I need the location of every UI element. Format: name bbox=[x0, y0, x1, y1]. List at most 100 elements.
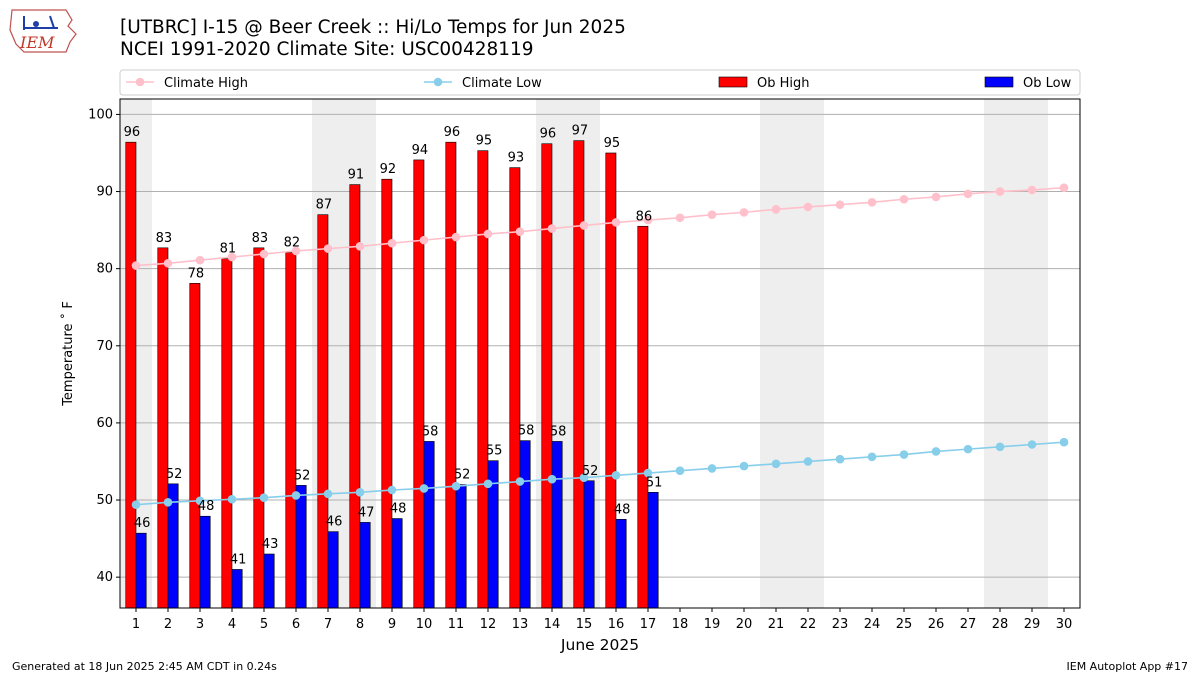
y-tick-label: 80 bbox=[96, 262, 113, 277]
climate-low-point bbox=[835, 454, 845, 464]
ob-low-label: 46 bbox=[134, 516, 151, 531]
ob-high-bar bbox=[125, 141, 137, 609]
ob-high-label: 93 bbox=[508, 151, 525, 166]
ob-high-label: 78 bbox=[188, 266, 205, 281]
logo-text: IEM bbox=[19, 33, 55, 52]
climate-low-point bbox=[803, 457, 813, 466]
x-tick-label: 10 bbox=[416, 617, 433, 632]
climate-low-point bbox=[995, 442, 1005, 452]
ob-low-bar bbox=[615, 519, 627, 609]
x-axis-label: June 2025 bbox=[560, 636, 639, 654]
climate-high-point bbox=[643, 215, 653, 225]
x-tick-label: 29 bbox=[1024, 617, 1041, 632]
climate-low-line bbox=[135, 441, 1065, 506]
climate-high-point bbox=[675, 213, 685, 223]
climate-high-point bbox=[387, 238, 397, 248]
climate-low-point bbox=[355, 488, 365, 497]
legend-ob-high-swatch bbox=[718, 76, 748, 88]
ob-low-bar bbox=[455, 484, 467, 609]
ob-low-bar bbox=[423, 441, 435, 609]
climate-low-point bbox=[483, 479, 493, 489]
climate-high-point bbox=[547, 224, 557, 233]
climate-high-point bbox=[707, 210, 717, 219]
x-tick-label: 13 bbox=[512, 617, 529, 632]
x-tick-label: 27 bbox=[960, 617, 977, 632]
x-tick-label: 25 bbox=[896, 617, 913, 632]
climate-high-point bbox=[323, 244, 333, 253]
climate-low-point bbox=[387, 485, 397, 495]
ob-low-label: 43 bbox=[262, 537, 279, 552]
climate-high-point bbox=[899, 194, 909, 204]
y-axis-label: Temperature ˚ F bbox=[60, 301, 76, 407]
y-tick-label: 40 bbox=[96, 570, 113, 585]
climate-low-point bbox=[259, 493, 269, 503]
climate-low-point bbox=[291, 491, 301, 500]
ob-low-bar bbox=[327, 531, 339, 609]
x-tick-label: 5 bbox=[260, 617, 268, 632]
climate-low-point bbox=[1059, 437, 1069, 447]
legend-ob-low-swatch bbox=[984, 76, 1014, 88]
climate-high-point bbox=[931, 192, 941, 202]
climate-low-point bbox=[675, 466, 685, 476]
x-tick-label: 7 bbox=[324, 617, 332, 632]
ob-low-label: 58 bbox=[422, 424, 439, 439]
ob-low-bar bbox=[647, 492, 659, 609]
ob-low-label: 51 bbox=[646, 475, 663, 490]
ob-high-label: 94 bbox=[412, 143, 429, 158]
x-tick-label: 17 bbox=[640, 617, 657, 632]
climate-low-point bbox=[643, 468, 653, 478]
ob-low-label: 47 bbox=[358, 505, 375, 520]
climate-low-point bbox=[547, 474, 557, 484]
ob-low-label: 41 bbox=[230, 552, 247, 567]
legend-box bbox=[119, 69, 1081, 96]
ob-high-label: 95 bbox=[604, 136, 621, 151]
climate-high-point bbox=[227, 252, 237, 262]
ob-high-label: 96 bbox=[444, 125, 461, 140]
x-tick-label: 24 bbox=[864, 617, 881, 632]
ob-low-label: 58 bbox=[550, 424, 567, 439]
ob-high-bar bbox=[541, 143, 553, 609]
ob-low-label: 48 bbox=[390, 502, 407, 517]
generated-timestamp: Generated at 18 Jun 2025 2:45 AM CDT in … bbox=[12, 660, 277, 673]
ob-low-label: 48 bbox=[614, 502, 631, 517]
climate-low-point bbox=[1027, 440, 1037, 449]
ob-high-label: 87 bbox=[316, 198, 333, 213]
climate-low-point bbox=[515, 477, 525, 486]
climate-high-point bbox=[1027, 185, 1037, 195]
ob-high-bar bbox=[317, 214, 329, 609]
climate-low-point bbox=[419, 484, 429, 493]
x-tick-label: 28 bbox=[992, 617, 1009, 632]
climate-low-point bbox=[451, 481, 461, 491]
x-tick-label: 9 bbox=[388, 617, 396, 632]
chart-subtitle: NCEI 1991-2020 Climate Site: USC00428119 bbox=[120, 39, 534, 60]
climate-low-point bbox=[195, 496, 205, 506]
weekend-shade bbox=[984, 99, 1016, 608]
y-tick-label: 70 bbox=[96, 339, 113, 354]
climate-high-point bbox=[835, 200, 845, 209]
legend-climate-high-marker bbox=[135, 77, 145, 87]
climate-high-point bbox=[451, 232, 461, 242]
climate-high-point bbox=[995, 187, 1005, 196]
weekend-shade bbox=[1016, 99, 1048, 608]
climate-low-point bbox=[707, 464, 717, 473]
ob-low-label: 52 bbox=[582, 464, 599, 479]
x-tick-label: 18 bbox=[672, 617, 689, 632]
chart-title: [UTBRC] I-15 @ Beer Creek :: Hi/Lo Temps… bbox=[120, 17, 626, 38]
x-tick-label: 20 bbox=[736, 617, 753, 632]
climate-low-point bbox=[131, 500, 141, 509]
x-tick-label: 3 bbox=[196, 617, 204, 632]
weekend-shade bbox=[792, 99, 824, 608]
ob-low-label: 48 bbox=[198, 499, 215, 514]
x-tick-label: 4 bbox=[228, 617, 236, 632]
ob-low-bar bbox=[551, 441, 563, 609]
climate-low-point bbox=[867, 452, 877, 462]
ob-low-label: 52 bbox=[166, 467, 183, 482]
legend-ob-low-label: Ob Low bbox=[1023, 76, 1072, 91]
climate-low-point bbox=[963, 444, 973, 454]
y-tick-label: 50 bbox=[96, 493, 113, 508]
ob-low-bar bbox=[391, 518, 403, 609]
climate-high-point bbox=[163, 258, 173, 268]
climate-low-point bbox=[771, 459, 781, 469]
ob-high-bar bbox=[445, 141, 457, 609]
